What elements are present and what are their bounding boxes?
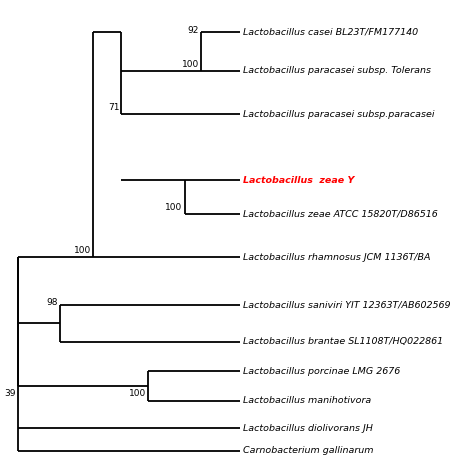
Text: Lactobacillus manihotivora: Lactobacillus manihotivora	[243, 396, 371, 405]
Text: Lactobacillus zeae ATCC 15820T/D86516: Lactobacillus zeae ATCC 15820T/D86516	[243, 210, 438, 219]
Text: 71: 71	[108, 103, 119, 112]
Text: Lactobacillus paracasei subsp. Tolerans: Lactobacillus paracasei subsp. Tolerans	[243, 66, 431, 75]
Text: 100: 100	[165, 203, 182, 212]
Text: 100: 100	[128, 390, 146, 399]
Text: 98: 98	[47, 299, 58, 308]
Text: 92: 92	[188, 26, 199, 35]
Text: Lactobacillus porcinae LMG 2676: Lactobacillus porcinae LMG 2676	[243, 367, 400, 376]
Text: 100: 100	[73, 246, 91, 255]
Text: Lactobacillus rhamnosus JCM 1136T/BA: Lactobacillus rhamnosus JCM 1136T/BA	[243, 253, 430, 262]
Text: Lactobacillus casei BL23T/FM177140: Lactobacillus casei BL23T/FM177140	[243, 28, 418, 37]
Text: Lactobacillus paracasei subsp.paracasei: Lactobacillus paracasei subsp.paracasei	[243, 109, 435, 118]
Text: Lactobacillus brantae SL1108T/HQ022861: Lactobacillus brantae SL1108T/HQ022861	[243, 337, 443, 346]
Text: Carnobacterium gallinarum: Carnobacterium gallinarum	[243, 446, 374, 455]
Text: Lactobacillus  zeae Y: Lactobacillus zeae Y	[243, 176, 355, 185]
Text: Lactobacillus diolivorans JH: Lactobacillus diolivorans JH	[243, 423, 373, 432]
Text: 100: 100	[182, 60, 199, 69]
Text: Lactobacillus saniviri YIT 12363T/AB602569: Lactobacillus saniviri YIT 12363T/AB6025…	[243, 301, 450, 310]
Text: 39: 39	[4, 390, 16, 399]
